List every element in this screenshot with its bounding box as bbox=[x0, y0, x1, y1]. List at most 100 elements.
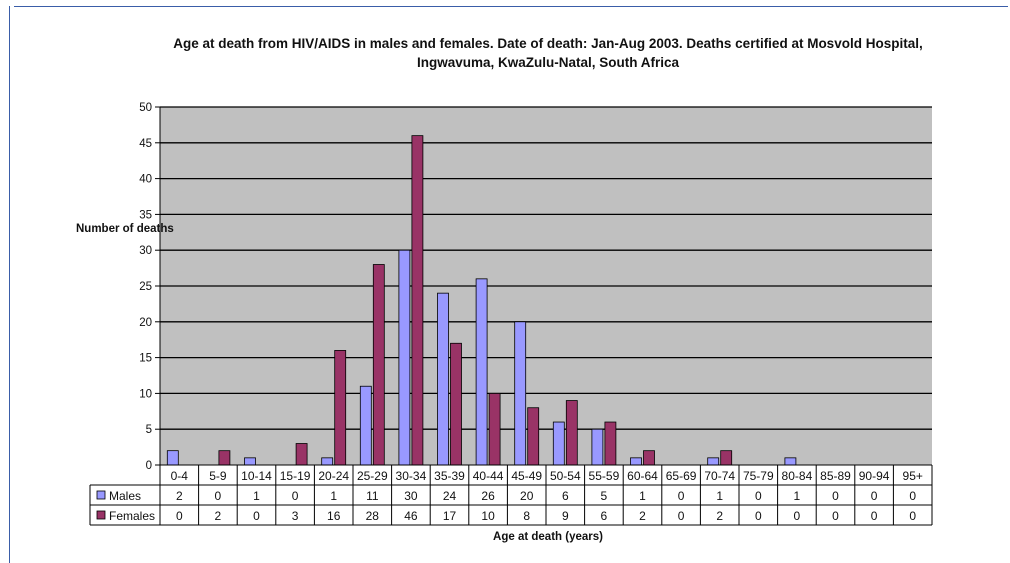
x-tick-label: 0-4 bbox=[171, 469, 189, 483]
table-value-males: 26 bbox=[481, 489, 495, 503]
table-value-females: 2 bbox=[639, 509, 646, 523]
bar-females-50-54 bbox=[565, 400, 578, 466]
bar-males-60-64 bbox=[630, 457, 642, 466]
bar-males-30-34 bbox=[398, 249, 411, 466]
y-tick-label: 30 bbox=[139, 245, 152, 257]
x-tick-label: 30-34 bbox=[396, 469, 427, 483]
bar-females-60-64 bbox=[643, 450, 655, 466]
x-tick-label: 55-59 bbox=[589, 469, 620, 483]
table-value-females: 0 bbox=[253, 509, 260, 523]
table-value-females: 0 bbox=[678, 509, 685, 523]
bar-females-35-39 bbox=[450, 342, 462, 466]
chart-title-line-2: Ingwavuma, KwaZulu-Natal, South Africa bbox=[417, 55, 680, 70]
bar-males-25-29 bbox=[359, 385, 372, 466]
x-tick-label: 60-64 bbox=[627, 469, 658, 483]
table-value-females: 0 bbox=[871, 509, 878, 523]
table-value-males: 0 bbox=[755, 489, 762, 503]
table-value-males: 11 bbox=[366, 489, 379, 503]
table-value-females: 0 bbox=[794, 509, 801, 523]
bar-females-70-74 bbox=[720, 450, 733, 466]
table-value-males: 1 bbox=[794, 489, 801, 503]
bar-females-20-24 bbox=[334, 350, 347, 466]
table-value-females: 16 bbox=[327, 509, 341, 523]
table-value-females: 46 bbox=[404, 509, 418, 523]
table-value-males: 0 bbox=[871, 489, 878, 503]
bar-males-55-59 bbox=[591, 428, 604, 466]
bar-females-45-49 bbox=[527, 407, 540, 466]
table-value-males: 5 bbox=[601, 489, 608, 503]
bar-females-5-9 bbox=[218, 450, 231, 466]
data-table: 0-4 5-9 10-14 15-19 20-24 25-29 30-34 35-39 40-4… bbox=[89, 465, 933, 526]
x-axis-label: Age at death (years) bbox=[493, 531, 603, 543]
frame-left-border bbox=[9, 6, 10, 563]
bar-females-55-59 bbox=[604, 421, 617, 466]
x-tick-label: 10-14 bbox=[241, 469, 272, 483]
table-value-males: 6 bbox=[562, 489, 569, 503]
bar-males-80-84 bbox=[784, 457, 797, 466]
y-tick-label: 50 bbox=[139, 102, 152, 114]
bar-females-15-19 bbox=[295, 443, 308, 466]
y-tick-label: 35 bbox=[139, 209, 152, 221]
x-tick-label: 65-69 bbox=[666, 469, 697, 483]
y-axis-ticks: 0 5 10 15 20 25 30 35 40 45 50 bbox=[139, 102, 160, 472]
x-tick-label: 45-49 bbox=[511, 469, 542, 483]
table-value-females: 28 bbox=[366, 509, 380, 523]
table-value-males: 1 bbox=[330, 489, 337, 503]
bar-males-35-39 bbox=[437, 292, 449, 466]
table-value-females: 17 bbox=[443, 509, 457, 523]
bar-males-50-54 bbox=[552, 421, 565, 466]
table-value-males: 20 bbox=[520, 489, 534, 503]
x-tick-label: 95+ bbox=[903, 469, 923, 483]
table-value-females: 2 bbox=[215, 509, 222, 523]
table-value-females: 6 bbox=[601, 509, 608, 523]
x-tick-label: 75-79 bbox=[743, 469, 774, 483]
y-tick-label: 0 bbox=[146, 460, 152, 472]
y-tick-label: 25 bbox=[139, 281, 152, 293]
y-tick-label: 45 bbox=[139, 138, 152, 150]
table-value-males: 24 bbox=[443, 489, 457, 503]
table-value-females: 0 bbox=[176, 509, 183, 523]
x-tick-label: 20-24 bbox=[318, 469, 349, 483]
x-tick-label: 50-54 bbox=[550, 469, 581, 483]
table-value-females: 9 bbox=[562, 509, 569, 523]
table-value-males: 0 bbox=[909, 489, 916, 503]
bar-males-20-24 bbox=[321, 457, 334, 466]
gridlines bbox=[160, 106, 932, 430]
frame-top-border bbox=[14, 6, 1008, 7]
table-value-males: 0 bbox=[215, 489, 222, 503]
bar-males-70-74 bbox=[707, 457, 720, 466]
bar-females-25-29 bbox=[372, 264, 385, 466]
table-value-females: 0 bbox=[755, 509, 762, 523]
table-value-males: 1 bbox=[716, 489, 723, 503]
legend-label-females: Females bbox=[109, 509, 155, 523]
bar-males-45-49 bbox=[514, 321, 527, 466]
table-value-males: 2 bbox=[176, 489, 183, 503]
legend-swatch-males bbox=[96, 490, 106, 500]
y-tick-label: 5 bbox=[146, 424, 152, 436]
x-tick-label: 90-94 bbox=[859, 469, 890, 483]
bar-males-0-4 bbox=[166, 450, 179, 466]
x-tick-label: 85-89 bbox=[820, 469, 851, 483]
y-axis-label: Number of deaths bbox=[76, 223, 174, 235]
bar-females-40-44 bbox=[488, 392, 501, 466]
x-tick-label: 80-84 bbox=[782, 469, 813, 483]
table-value-females: 3 bbox=[292, 509, 299, 523]
table-value-females: 0 bbox=[832, 509, 839, 523]
table-value-males: 0 bbox=[832, 489, 839, 503]
table-value-males: 0 bbox=[292, 489, 299, 503]
y-tick-label: 10 bbox=[139, 388, 152, 400]
y-tick-label: 15 bbox=[139, 353, 152, 365]
x-tick-label: 25-29 bbox=[357, 469, 388, 483]
y-tick-label: 20 bbox=[139, 317, 152, 329]
x-tick-label: 40-44 bbox=[473, 469, 504, 483]
x-tick-label: 5-9 bbox=[209, 469, 227, 483]
x-tick-label: 70-74 bbox=[704, 469, 735, 483]
table-value-males: 1 bbox=[639, 489, 646, 503]
legend-swatch-females bbox=[96, 510, 106, 520]
bar-females-30-34 bbox=[411, 135, 424, 466]
table-value-females: 10 bbox=[481, 509, 495, 523]
bar-males-40-44 bbox=[475, 278, 488, 466]
x-tick-label: 35-39 bbox=[434, 469, 465, 483]
